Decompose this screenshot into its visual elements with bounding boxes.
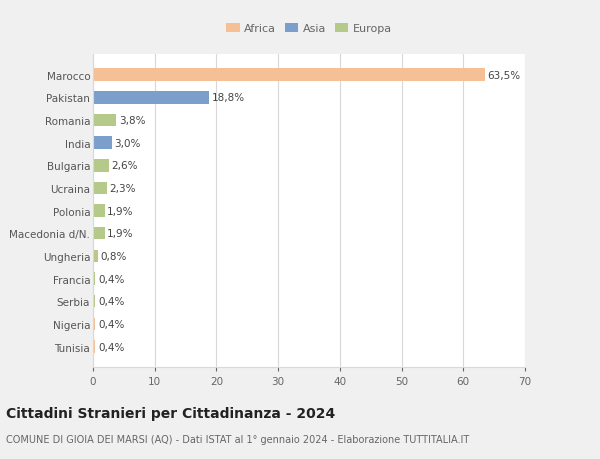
- Text: 0,8%: 0,8%: [100, 252, 127, 261]
- Text: COMUNE DI GIOIA DEI MARSI (AQ) - Dati ISTAT al 1° gennaio 2024 - Elaborazione TU: COMUNE DI GIOIA DEI MARSI (AQ) - Dati IS…: [6, 434, 469, 444]
- Text: 3,8%: 3,8%: [119, 116, 145, 126]
- Bar: [93, 205, 105, 218]
- Text: 1,9%: 1,9%: [107, 229, 134, 239]
- Text: 0,4%: 0,4%: [98, 319, 124, 329]
- Bar: [93, 228, 105, 240]
- Text: 2,6%: 2,6%: [112, 161, 138, 171]
- Bar: [93, 250, 98, 263]
- Bar: [93, 318, 95, 330]
- Bar: [93, 160, 109, 172]
- Text: 0,4%: 0,4%: [98, 274, 124, 284]
- Bar: [93, 69, 485, 82]
- Legend: Africa, Asia, Europa: Africa, Asia, Europa: [226, 23, 392, 34]
- Bar: [93, 92, 209, 104]
- Text: Cittadini Stranieri per Cittadinanza - 2024: Cittadini Stranieri per Cittadinanza - 2…: [6, 406, 335, 420]
- Bar: [93, 114, 116, 127]
- Bar: [93, 182, 107, 195]
- Bar: [93, 341, 95, 353]
- Bar: [93, 273, 95, 285]
- Text: 18,8%: 18,8%: [211, 93, 245, 103]
- Text: 1,9%: 1,9%: [107, 206, 134, 216]
- Text: 63,5%: 63,5%: [487, 71, 520, 80]
- Text: 2,3%: 2,3%: [110, 184, 136, 194]
- Text: 0,4%: 0,4%: [98, 297, 124, 307]
- Text: 3,0%: 3,0%: [114, 138, 140, 148]
- Bar: [93, 137, 112, 150]
- Text: 0,4%: 0,4%: [98, 342, 124, 352]
- Bar: [93, 295, 95, 308]
